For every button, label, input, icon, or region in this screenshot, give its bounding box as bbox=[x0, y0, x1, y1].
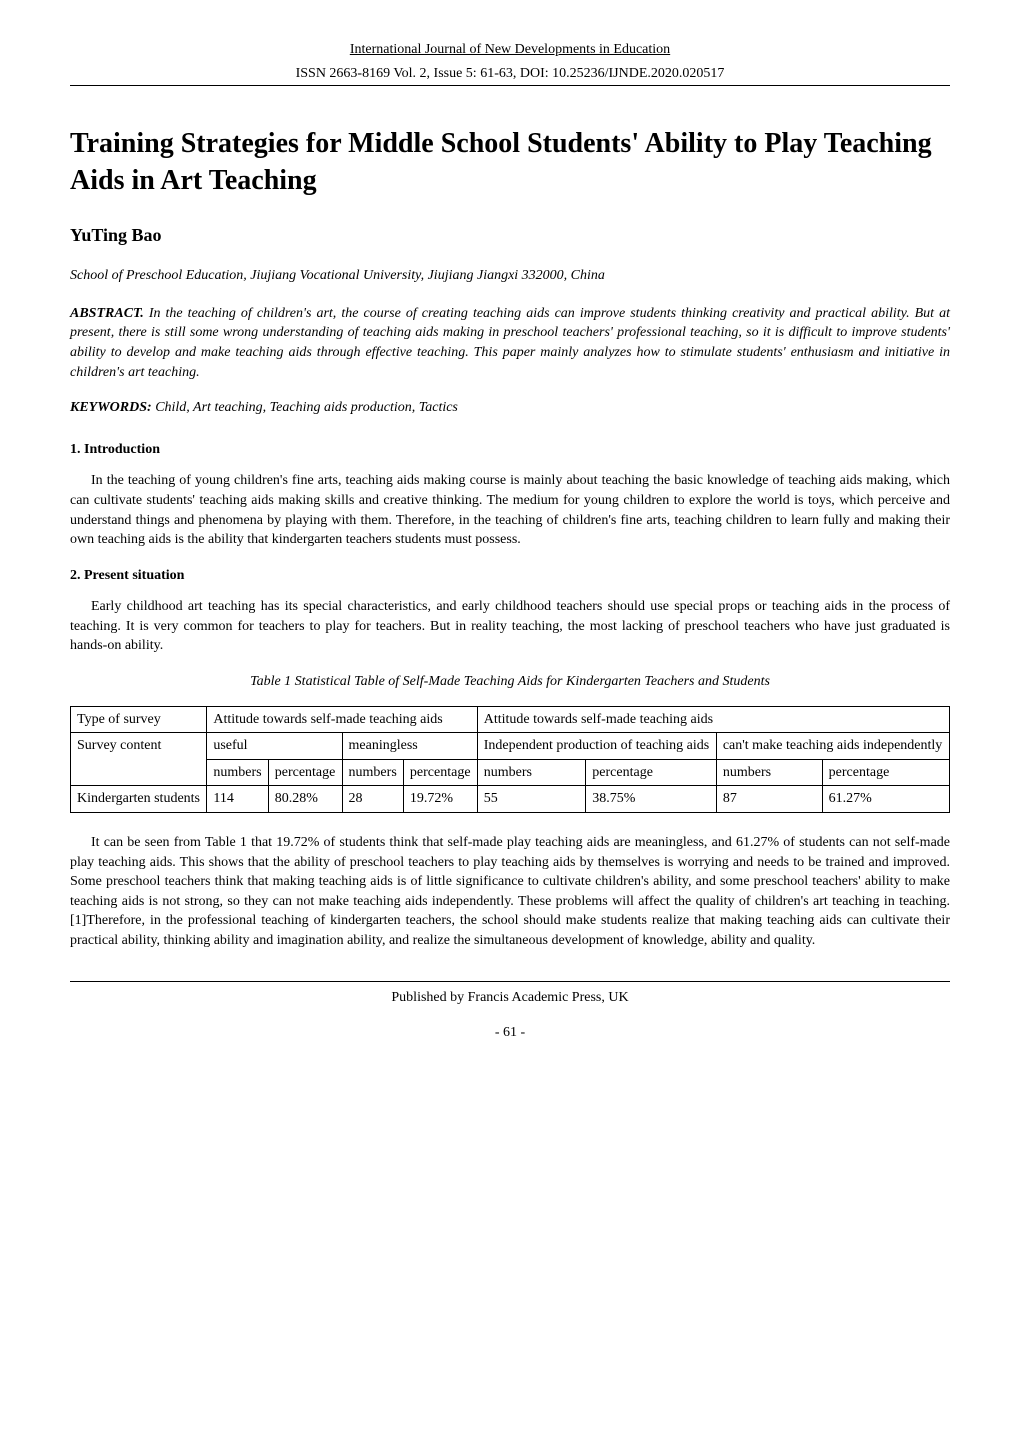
journal-name: International Journal of New Development… bbox=[70, 40, 950, 60]
issn-line: ISSN 2663-8169 Vol. 2, Issue 5: 61-63, D… bbox=[70, 64, 950, 84]
keywords-label: KEYWORDS: bbox=[70, 400, 152, 415]
table-cell: numbers bbox=[477, 759, 586, 786]
publisher-footer: Published by Francis Academic Press, UK bbox=[70, 988, 950, 1008]
table-cell: 87 bbox=[716, 786, 822, 813]
keywords: KEYWORDS: Child, Art teaching, Teaching … bbox=[70, 398, 950, 418]
table-cell: 28 bbox=[342, 786, 403, 813]
table-cell: 55 bbox=[477, 786, 586, 813]
paper-title: Training Strategies for Middle School St… bbox=[70, 126, 950, 199]
table-cell: numbers bbox=[342, 759, 403, 786]
table-cell: percentage bbox=[822, 759, 949, 786]
table-cell: Independent production of teaching aids bbox=[477, 733, 716, 760]
table-row: Kindergarten students 114 80.28% 28 19.7… bbox=[71, 786, 950, 813]
table-cell: numbers bbox=[716, 759, 822, 786]
table-row: Survey content useful meaningless Indepe… bbox=[71, 733, 950, 760]
section-2-heading: 2. Present situation bbox=[70, 566, 950, 586]
table-cell: Survey content bbox=[71, 733, 207, 786]
table-cell: percentage bbox=[403, 759, 477, 786]
section-2-p2: It can be seen from Table 1 that 19.72% … bbox=[70, 833, 950, 951]
table-cell: meaningless bbox=[342, 733, 477, 760]
page-number: - 61 - bbox=[70, 1023, 950, 1043]
table-row: Type of survey Attitude towards self-mad… bbox=[71, 706, 950, 733]
table-1: Type of survey Attitude towards self-mad… bbox=[70, 706, 950, 813]
table-cell: 61.27% bbox=[822, 786, 949, 813]
footer-divider bbox=[70, 981, 950, 982]
table-cell: 80.28% bbox=[268, 786, 342, 813]
table-cell: numbers bbox=[207, 759, 268, 786]
table-cell: percentage bbox=[586, 759, 717, 786]
table-cell: percentage bbox=[268, 759, 342, 786]
section-1-heading: 1. Introduction bbox=[70, 440, 950, 460]
table-cell: 114 bbox=[207, 786, 268, 813]
table-cell: 38.75% bbox=[586, 786, 717, 813]
section-1-p1: In the teaching of young children's fine… bbox=[70, 471, 950, 549]
table-cell: Attitude towards self-made teaching aids bbox=[477, 706, 949, 733]
author-name: YuTing Bao bbox=[70, 223, 950, 248]
header-divider bbox=[70, 85, 950, 86]
table-1-caption: Table 1 Statistical Table of Self-Made T… bbox=[70, 672, 950, 692]
keywords-text: Child, Art teaching, Teaching aids produ… bbox=[152, 400, 458, 415]
abstract: ABSTRACT. In the teaching of children's … bbox=[70, 304, 950, 382]
affiliation: School of Preschool Education, Jiujiang … bbox=[70, 266, 950, 286]
table-cell: 19.72% bbox=[403, 786, 477, 813]
abstract-text: In the teaching of children's art, the c… bbox=[70, 306, 950, 380]
table-cell: useful bbox=[207, 733, 342, 760]
section-2-p1: Early childhood art teaching has its spe… bbox=[70, 597, 950, 656]
table-cell: can't make teaching aids independently bbox=[716, 733, 949, 760]
abstract-label: ABSTRACT. bbox=[70, 306, 144, 321]
table-cell: Attitude towards self-made teaching aids bbox=[207, 706, 477, 733]
table-cell: Kindergarten students bbox=[71, 786, 207, 813]
table-cell: Type of survey bbox=[71, 706, 207, 733]
